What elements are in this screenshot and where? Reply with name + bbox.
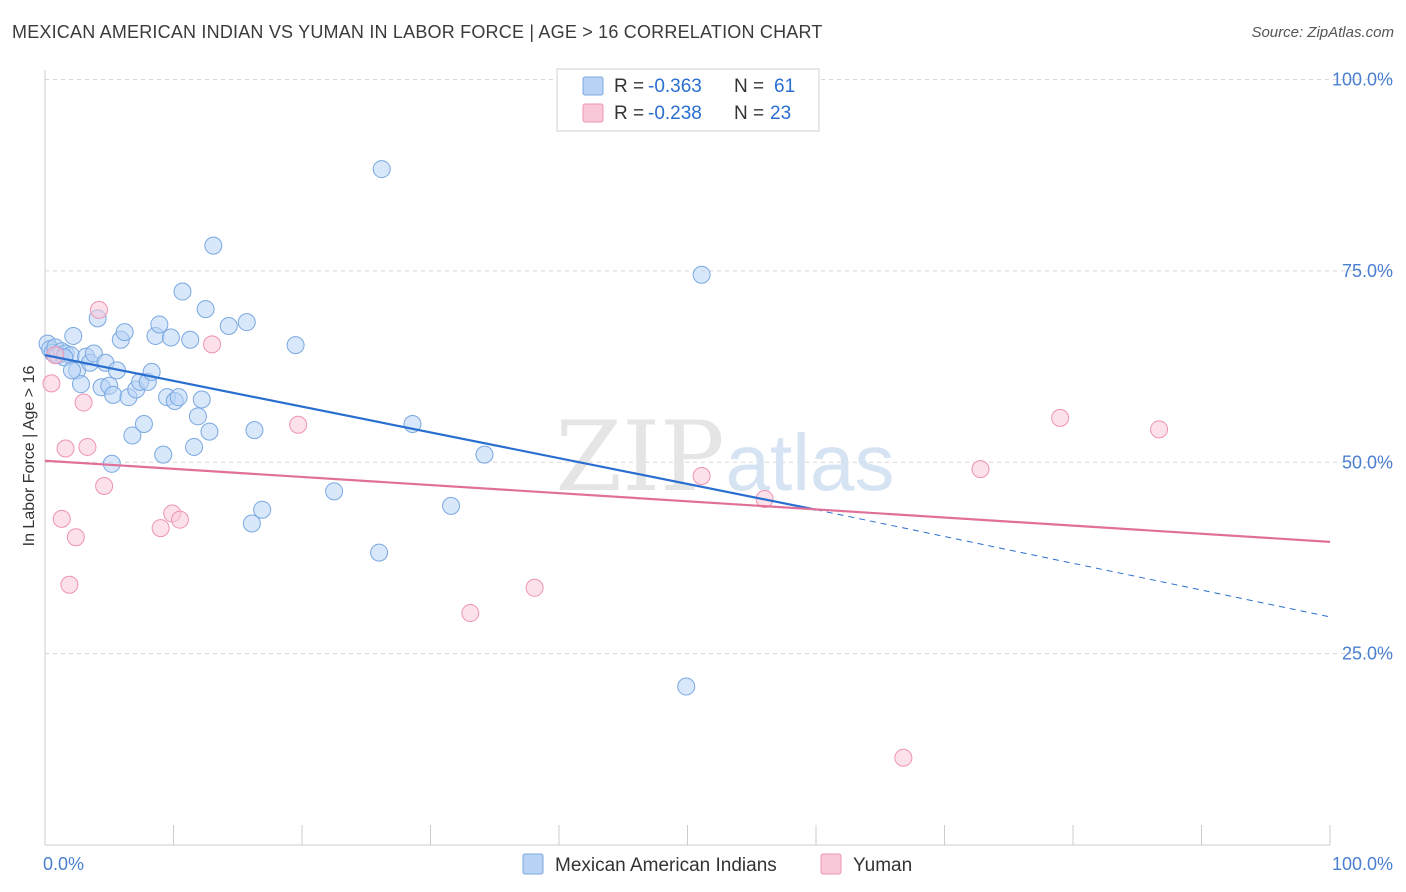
chart-source: Source: ZipAtlas.com [1251, 24, 1394, 41]
correlation-legend: R = -0.363 N = 61 R = -0.238 N = 23 [556, 68, 820, 132]
watermark-atlas: atlas [726, 418, 895, 507]
trend-lines [44, 354, 1331, 618]
point-series-0-36 [173, 282, 192, 301]
legend-swatch-blue [582, 76, 604, 96]
point-series-0-54 [442, 496, 461, 515]
point-series-1-16 [692, 467, 711, 486]
y-tick-label-3: 100.0% [1332, 70, 1393, 90]
point-series-0-43 [204, 236, 223, 255]
legend-n-value-1: 61 [774, 76, 795, 97]
point-series-1-4 [66, 528, 85, 547]
point-series-1-5 [74, 393, 93, 412]
point-series-0-49 [286, 336, 305, 355]
point-series-1-6 [78, 437, 97, 456]
watermark: ZIP atlas [555, 401, 894, 513]
point-series-0-23 [123, 426, 142, 445]
y-axis-label: In Labor Force | Age > 16 [21, 366, 38, 547]
x-tick-label-1: 100.0% [1332, 854, 1393, 874]
legend-r-value-1: -0.363 [648, 76, 702, 97]
point-series-0-26 [134, 414, 153, 433]
x-tick-label-0: 0.0% [43, 854, 84, 874]
point-series-0-21 [115, 323, 134, 342]
series-legend-label-pink: Yuman [853, 855, 912, 876]
point-series-1-21 [1150, 420, 1169, 439]
point-series-1-13 [289, 415, 308, 434]
legend-swatch-pink [582, 103, 604, 123]
point-series-1-1 [52, 509, 71, 528]
point-series-0-35 [169, 388, 188, 407]
y-tick-label-0: 25.0% [1342, 644, 1393, 664]
point-series-0-56 [677, 677, 696, 696]
y-tick-label-2: 75.0% [1342, 261, 1393, 281]
point-series-1-2 [56, 439, 75, 458]
point-series-0-55 [475, 445, 494, 464]
point-series-1-9 [151, 519, 170, 538]
legend-r-label-1: R = [614, 76, 644, 97]
point-series-1-18 [894, 748, 913, 767]
point-series-0-8 [64, 326, 83, 345]
point-series-0-18 [104, 385, 123, 404]
axes [44, 70, 1331, 846]
point-series-0-41 [196, 300, 215, 319]
series-legend: Mexican American Indians Yuman [522, 853, 912, 876]
point-series-0-33 [161, 328, 180, 347]
point-series-1-15 [525, 578, 544, 597]
point-series-1-8 [95, 476, 114, 495]
point-series-0-47 [245, 421, 264, 440]
point-series-0-37 [181, 330, 200, 349]
point-series-1-7 [89, 300, 108, 319]
chart-title: MEXICAN AMERICAN INDIAN VS YUMAN IN LABO… [12, 22, 823, 42]
point-series-0-30 [150, 315, 169, 334]
data-points [38, 160, 1169, 767]
point-series-0-39 [188, 407, 207, 426]
point-series-0-57 [692, 265, 711, 284]
trend-line-blue [44, 354, 817, 511]
legend-n-value-2: 23 [770, 103, 791, 124]
series-legend-swatch-pink [820, 853, 842, 875]
point-series-0-46 [242, 514, 261, 533]
trend-line-pink [44, 459, 1331, 543]
grid-lines [45, 79, 1392, 655]
point-series-0-42 [200, 422, 219, 441]
point-series-0-48 [253, 500, 272, 519]
legend-r-label-2: R = [614, 103, 644, 124]
series-legend-swatch-blue [522, 853, 544, 875]
point-series-0-45 [237, 313, 256, 332]
point-series-0-44 [219, 316, 238, 335]
point-series-1-11 [170, 510, 189, 529]
point-series-1-20 [1051, 408, 1070, 427]
point-series-0-40 [192, 390, 211, 409]
legend-r-value-2: -0.238 [648, 103, 702, 124]
point-series-1-0 [42, 374, 61, 393]
tick-labels: 25.0% 50.0% 75.0% 100.0% 0.0% 100.0% [43, 70, 1393, 875]
point-series-0-52 [372, 160, 391, 179]
point-series-0-31 [154, 445, 173, 464]
legend-n-label-1: N = [734, 76, 764, 97]
point-series-1-14 [461, 604, 480, 623]
point-series-1-12 [203, 335, 222, 354]
point-series-0-51 [370, 543, 389, 562]
point-series-0-10 [71, 375, 90, 394]
watermark-zip: ZIP [555, 401, 724, 513]
point-series-1-3 [60, 575, 79, 594]
legend-n-label-2: N = [734, 103, 764, 124]
point-series-0-50 [325, 482, 344, 501]
series-legend-label-blue: Mexican American Indians [555, 855, 777, 876]
y-tick-label-1: 50.0% [1342, 452, 1393, 472]
point-series-0-38 [185, 437, 204, 456]
point-series-0-60 [62, 361, 81, 380]
point-series-1-19 [971, 460, 990, 479]
